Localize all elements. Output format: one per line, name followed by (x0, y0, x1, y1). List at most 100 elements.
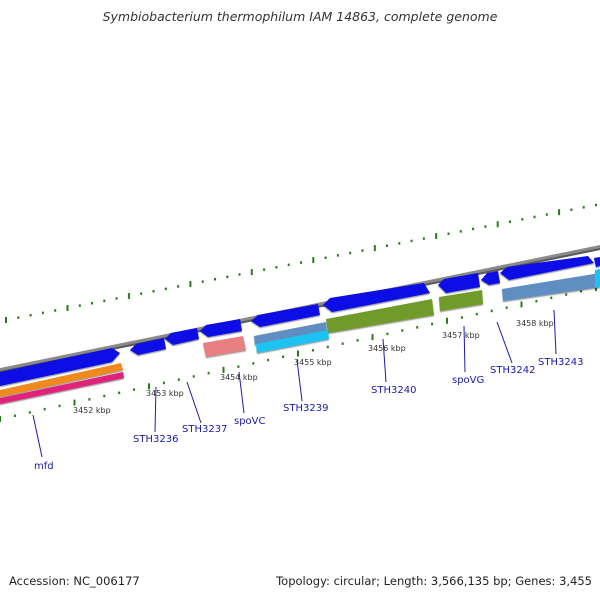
gc-tick (214, 278, 216, 281)
genome-title: Symbiobacterium thermophilum IAM 14863, … (102, 9, 498, 24)
gene-label-spoVC[interactable]: spoVC (234, 416, 266, 427)
gc-tick (252, 362, 255, 365)
gene-label-mfd[interactable]: mfd (34, 461, 54, 472)
gc-tick (595, 203, 597, 207)
gc-tick (275, 266, 278, 269)
gc-tick (336, 254, 339, 257)
gc-tick (250, 269, 253, 276)
gc-tick (410, 239, 413, 243)
tick-label: 3458 kbp (516, 319, 554, 328)
gc-tick (201, 280, 204, 283)
gc-tick (324, 256, 327, 259)
genome-summary-text: Topology: circular; Length: 3,566,135 bp… (276, 574, 592, 588)
gene-STH3239-upper[interactable] (251, 304, 320, 327)
gene-spoVG-upper[interactable] (438, 273, 480, 293)
gc-tick (78, 304, 81, 307)
gene-STH3240-upper[interactable] (323, 283, 430, 312)
gene-STH3239-cyan[interactable] (256, 330, 329, 353)
gc-tick (446, 317, 448, 324)
gene-label-STH3242[interactable]: STH3242 (490, 365, 535, 376)
gc-tick (300, 261, 302, 264)
gc-tick (66, 305, 69, 311)
gc-tick (91, 302, 93, 305)
gc-tick (570, 208, 573, 211)
gene-mfd-pink[interactable] (0, 372, 124, 404)
gc-tick (88, 398, 91, 401)
gene-label-STH3243[interactable]: STH3243 (538, 357, 583, 368)
gene-STH3242[interactable] (481, 271, 500, 285)
gc-tick (341, 342, 344, 345)
accession-text: Accession: NC_006177 (9, 574, 140, 588)
gene-label-spoVG[interactable]: spoVG (452, 375, 484, 386)
gene-spoVC[interactable] (203, 336, 246, 357)
gene-mfd-cds[interactable] (0, 348, 120, 386)
gc-tick (28, 411, 31, 414)
gc-tick (152, 290, 155, 293)
tick-label: 3456 kbp (368, 344, 406, 353)
gc-tick (222, 366, 225, 373)
gc-tick (582, 206, 585, 209)
gc-tick (431, 322, 434, 326)
gene-STH3243[interactable] (502, 273, 600, 301)
gc-tick (521, 218, 524, 221)
gc-tick (460, 316, 463, 319)
tick-label: 3453 kbp (146, 389, 184, 398)
gc-tick (162, 381, 165, 385)
gene-edge-cyan[interactable] (595, 269, 600, 288)
gene-STH3236[interactable] (130, 338, 166, 355)
gc-tick (148, 383, 150, 390)
gc-tick (192, 375, 195, 378)
gc-tick (356, 339, 359, 342)
gene-STH3239-steel[interactable] (254, 322, 327, 345)
gc-tick (361, 249, 364, 252)
gene-labels: mfd STH3236 STH3237 spoVC STH3239 STH324… (34, 357, 583, 472)
gene-spoVC-block[interactable] (200, 319, 242, 337)
gc-tick (41, 311, 44, 315)
gc-tick (386, 244, 388, 247)
gene-label-STH3239[interactable]: STH3239 (283, 403, 328, 414)
gc-tick (43, 407, 46, 411)
gc-tick (58, 404, 61, 408)
gc-tick (0, 416, 1, 422)
gc-tick (459, 230, 462, 233)
gene-mfd-orange[interactable] (0, 363, 123, 397)
gc-tick (103, 299, 106, 303)
gc-tick (133, 388, 136, 391)
gc-tick (54, 309, 57, 312)
gc-tick (398, 242, 401, 245)
gene-STH3237[interactable] (165, 328, 199, 345)
gc-tick (312, 257, 315, 264)
gc-tick (484, 225, 487, 228)
gc-tick (535, 299, 538, 303)
gc-tick (373, 245, 376, 252)
gc-tick (490, 309, 493, 313)
gc-tick (472, 227, 475, 231)
gc-ticks-outer (5, 203, 597, 323)
gc-tick (349, 251, 352, 255)
gc-tick (533, 215, 536, 219)
gc-tick (297, 350, 299, 357)
gc-tick (509, 220, 511, 223)
gc-tick (103, 394, 106, 398)
gene-edge-blue[interactable] (594, 257, 600, 267)
gene-STH3240[interactable] (326, 299, 434, 333)
gc-tick (140, 292, 143, 295)
gc-tick (401, 329, 404, 332)
tick-label: 3452 kbp (73, 406, 111, 415)
gc-tick (17, 316, 20, 319)
gc-tick (326, 345, 329, 349)
gc-tick (558, 209, 561, 216)
gc-tick (267, 358, 270, 362)
gene-label-STH3240[interactable]: STH3240 (371, 385, 416, 396)
gene-label-STH3236[interactable]: STH3236 (133, 434, 178, 445)
gene-STH3243-upper[interactable] (500, 256, 594, 280)
gc-tick (475, 312, 478, 316)
gc-tick (520, 301, 523, 308)
gc-tick (422, 237, 425, 240)
gc-ticks-inner (0, 285, 597, 422)
gc-tick (13, 414, 16, 417)
gc-tick (505, 306, 508, 309)
gene-label-STH3237[interactable]: STH3237 (182, 424, 227, 435)
gene-spoVG[interactable] (439, 290, 483, 311)
